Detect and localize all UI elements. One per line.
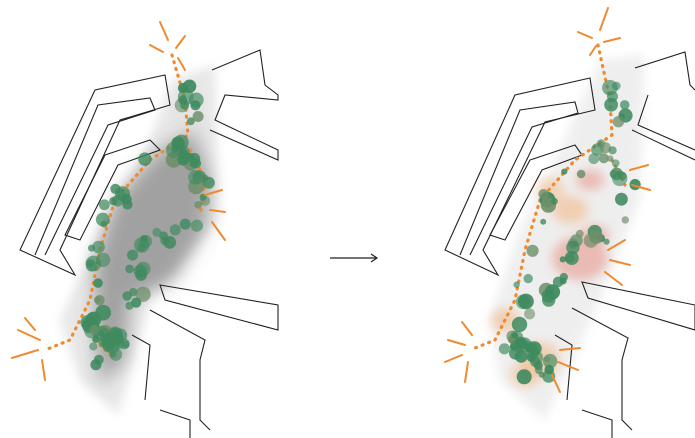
tree: [133, 264, 147, 278]
tree: [180, 100, 189, 110]
tree: [588, 153, 600, 165]
tree: [523, 273, 533, 284]
tree: [608, 146, 617, 155]
tree: [576, 169, 586, 179]
building: [459, 101, 579, 256]
tree: [599, 142, 612, 154]
tree: [89, 324, 100, 335]
arrow: [330, 253, 379, 263]
before-panel: [11, 21, 279, 438]
tree: [190, 219, 203, 232]
tree: [518, 293, 534, 310]
building: [34, 97, 156, 256]
tree: [514, 336, 527, 348]
tree: [188, 170, 203, 185]
tree: [188, 152, 201, 165]
tree: [559, 256, 566, 263]
tree: [551, 197, 558, 205]
tree: [575, 229, 584, 238]
tree: [524, 308, 536, 320]
trees: [498, 79, 641, 385]
tree: [177, 88, 194, 105]
rays: [11, 21, 226, 381]
tree: [192, 111, 204, 122]
tree: [498, 343, 510, 355]
tree: [187, 117, 195, 126]
tree: [98, 199, 110, 211]
tree: [94, 354, 104, 365]
tree: [511, 316, 528, 333]
building: [554, 281, 695, 438]
building: [489, 144, 583, 241]
tree: [516, 369, 532, 385]
tree: [127, 249, 138, 261]
tree: [538, 371, 545, 378]
tree: [88, 244, 95, 252]
tree: [89, 342, 98, 351]
tree: [615, 192, 628, 206]
tree: [612, 81, 621, 91]
tree: [511, 332, 518, 339]
building: [631, 51, 695, 161]
building: [64, 139, 162, 241]
tree: [603, 238, 610, 245]
rays: [444, 7, 651, 393]
tree: [561, 168, 568, 175]
tree: [544, 284, 561, 300]
tree: [202, 176, 215, 189]
tree: [544, 364, 554, 375]
tree: [131, 297, 142, 308]
tree: [559, 272, 568, 282]
building: [131, 284, 279, 438]
tree: [589, 230, 603, 245]
tree: [122, 199, 133, 210]
tree: [611, 159, 620, 168]
tree: [160, 236, 169, 246]
tree: [621, 216, 629, 224]
tree: [95, 252, 111, 267]
tree: [98, 334, 112, 349]
after-panel: [444, 7, 695, 438]
tree: [612, 170, 628, 187]
tree: [179, 218, 191, 230]
tree: [137, 243, 146, 252]
tree: [544, 356, 551, 363]
tree: [530, 356, 541, 367]
tree: [95, 212, 110, 227]
tree: [194, 201, 202, 209]
tree: [566, 240, 580, 255]
tree: [165, 141, 182, 158]
tree: [606, 155, 614, 162]
tree: [619, 100, 630, 110]
tree: [111, 340, 118, 347]
tree: [513, 281, 520, 288]
building: [209, 49, 279, 161]
tree: [612, 116, 625, 128]
tree: [92, 240, 105, 254]
tree: [135, 286, 151, 302]
tree: [85, 260, 98, 272]
tree: [540, 218, 547, 225]
tree: [564, 251, 579, 265]
tree: [526, 244, 539, 257]
tree: [604, 97, 618, 112]
tree: [109, 351, 117, 358]
tree: [94, 295, 105, 306]
tree: [138, 152, 152, 166]
building: [19, 74, 171, 277]
tree: [598, 153, 609, 164]
trees: [80, 79, 215, 371]
tree: [538, 189, 549, 200]
tree: [169, 224, 181, 236]
tree: [111, 195, 124, 207]
tree: [152, 227, 162, 237]
tree: [128, 287, 138, 297]
tree: [93, 278, 103, 288]
tree: [125, 264, 134, 274]
tree: [526, 346, 539, 359]
